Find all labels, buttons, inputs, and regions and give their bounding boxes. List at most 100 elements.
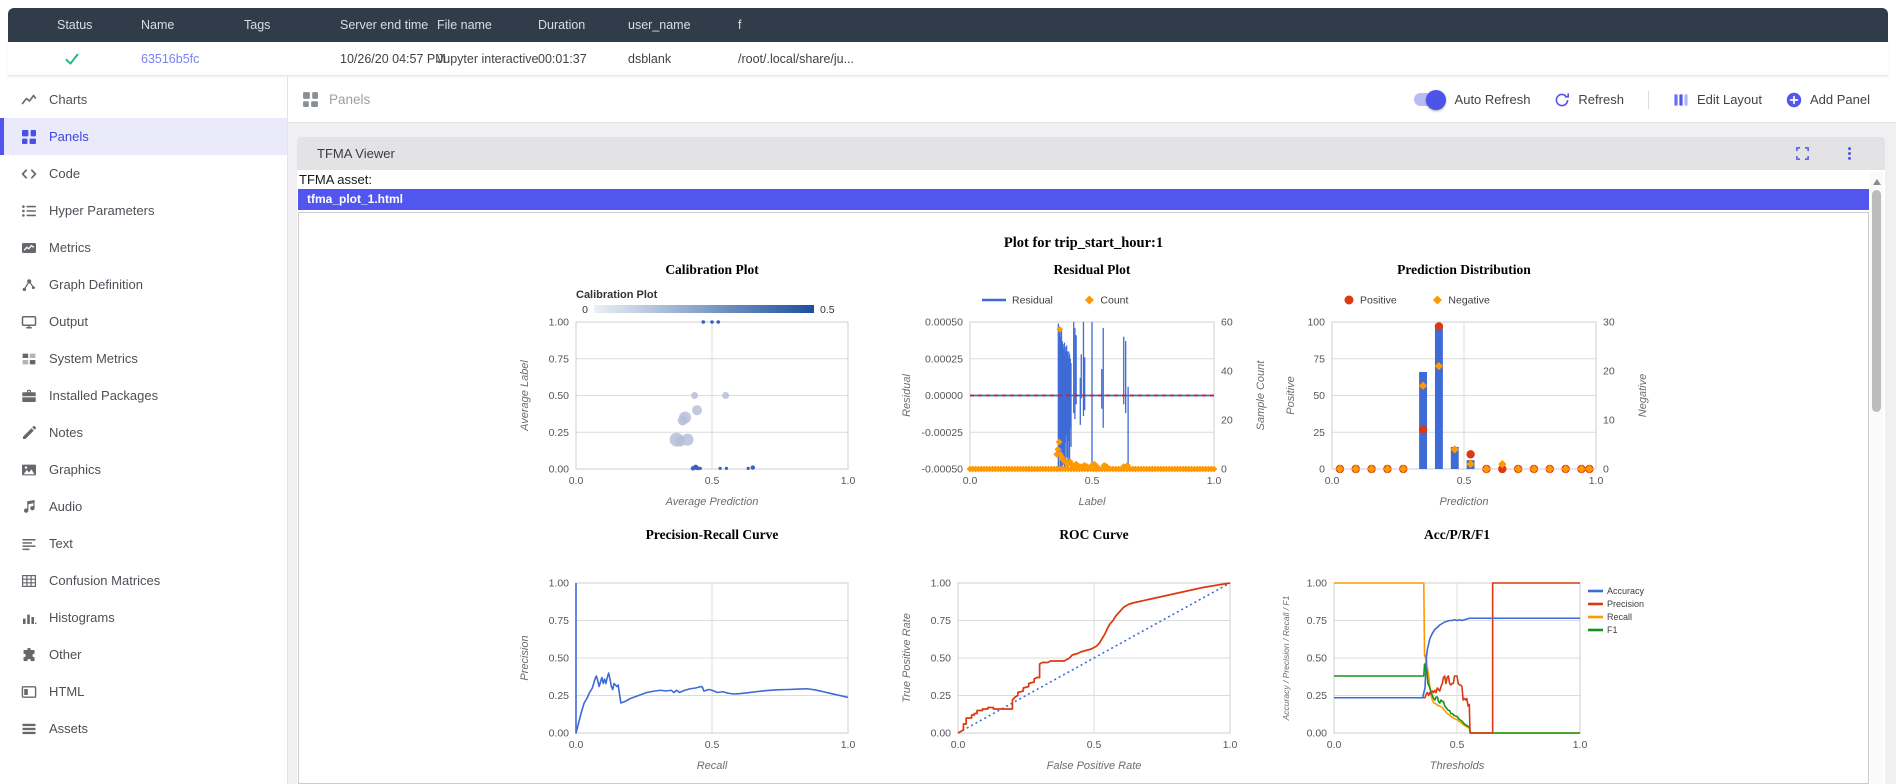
kebab-menu-icon[interactable] (1842, 146, 1857, 161)
sidebar-item-graphics[interactable]: Graphics (0, 451, 287, 488)
svg-text:Accuracy / Precision / Recall: Accuracy / Precision / Recall / F1 (1281, 595, 1291, 721)
column-header-status[interactable]: Status (57, 18, 93, 32)
svg-text:Prediction Distribution: Prediction Distribution (1397, 262, 1531, 277)
svg-text:30: 30 (1603, 317, 1615, 329)
sidebar-item-notes[interactable]: Notes (0, 414, 287, 451)
svg-text:1.0: 1.0 (840, 475, 855, 487)
notes-icon (21, 425, 37, 441)
svg-text:Label: Label (1078, 496, 1105, 508)
svg-text:Calibration Plot: Calibration Plot (576, 289, 658, 301)
svg-text:20: 20 (1603, 366, 1615, 378)
sidebar-item-histograms[interactable]: Histograms (0, 599, 287, 636)
svg-text:1.00: 1.00 (548, 317, 569, 329)
refresh-button[interactable]: Refresh (1554, 92, 1624, 108)
column-header-duration[interactable]: Duration (538, 18, 586, 32)
svg-text:0.5: 0.5 (1084, 475, 1099, 487)
toggle-track[interactable] (1413, 89, 1446, 110)
svg-text:0.5: 0.5 (1449, 739, 1464, 751)
svg-text:0.0: 0.0 (962, 475, 977, 487)
experiment-name[interactable]: 63516b5fc (141, 52, 200, 66)
column-header-name[interactable]: Name (141, 18, 175, 32)
svg-text:0.75: 0.75 (548, 615, 569, 627)
auto-refresh-toggle[interactable]: Auto Refresh (1413, 89, 1530, 110)
sidebar-item-text[interactable]: Text (0, 525, 287, 562)
sidebar-item-output[interactable]: Output (0, 303, 287, 340)
sidebar-item-label: Panels (49, 129, 89, 144)
sidebar-item-label: Graph Definition (49, 277, 143, 292)
svg-text:Recall: Recall (696, 760, 727, 772)
text-icon (21, 536, 37, 552)
column-header-file-name[interactable]: File name (437, 18, 492, 32)
svg-text:0.75: 0.75 (930, 615, 951, 627)
add-panel-button[interactable]: Add Panel (1786, 92, 1870, 108)
svg-text:Sample Count: Sample Count (1255, 360, 1267, 431)
toggle-knob[interactable] (1425, 89, 1446, 110)
sidebar-item-audio[interactable]: Audio (0, 488, 287, 525)
experiment-file-name: Jupyter interactive (437, 52, 539, 66)
sidebar-item-panels[interactable]: Panels (0, 118, 287, 155)
sidebar-item-label: Notes (49, 425, 83, 440)
svg-text:0.00: 0.00 (1306, 728, 1327, 740)
experiments-table-header: Status Name Tags Server end time File name Du… (8, 8, 1888, 42)
column-header-user-name[interactable]: user_name (628, 18, 691, 32)
refresh-icon (1554, 92, 1570, 108)
sidebar-item-installed-packages[interactable]: Installed Packages (0, 377, 287, 414)
toolbar-divider (1647, 90, 1649, 109)
audio-icon (21, 499, 37, 515)
sidebar-item-confusion-matrices[interactable]: Confusion Matrices (0, 562, 287, 599)
column-header-server-end-time[interactable]: Server end time (340, 18, 429, 32)
scrollbar-thumb[interactable] (1872, 190, 1881, 412)
svg-text:0.00050: 0.00050 (925, 317, 963, 329)
svg-text:0.25: 0.25 (930, 690, 951, 702)
svg-text:Recall: Recall (1607, 612, 1632, 622)
sidebar-item-hyper-parameters[interactable]: Hyper Parameters (0, 192, 287, 229)
svg-text:Positive: Positive (1285, 376, 1297, 415)
scrollbar-up-icon[interactable] (1872, 179, 1881, 185)
experiment-server-end-time: 10/26/20 04:57 PM (340, 52, 446, 66)
sidebar-item-label: Installed Packages (49, 388, 159, 403)
chart-acc: Acc/P/R/F1 0.0 0.5 1.0 0.00 0.25 0.50 0.75 1.00 T… (1275, 525, 1657, 782)
sidebar-item-label: Graphics (49, 462, 102, 477)
svg-text:25: 25 (1313, 427, 1325, 439)
chart-calibration: Calibration Plot 0.0 0.5 1.0 0.00 0.25 0.50 0.7… (511, 260, 893, 525)
chart-pr: Precision-Recall Curve 0.0 0.5 1.0 0.00 0.25 0… (511, 525, 893, 782)
graph-definition-icon (21, 277, 37, 293)
experiment-row[interactable]: 63516b5fc 10/26/20 04:57 PM Jupyter intera… (8, 42, 1888, 76)
sidebar-item-charts[interactable]: Charts (0, 81, 287, 118)
graphics-icon (21, 462, 37, 478)
sidebar-item-metrics[interactable]: Metrics (0, 229, 287, 266)
installed-packages-icon (21, 388, 37, 404)
column-header-tags[interactable]: Tags (244, 18, 271, 32)
sidebar-item-label: Output (49, 314, 89, 329)
panels-icon (21, 129, 37, 145)
svg-text:1.00: 1.00 (930, 578, 951, 590)
histograms-icon (21, 610, 37, 626)
toolbar-actions: Auto Refresh Refresh Edit Layout Add Pan… (1413, 89, 1870, 110)
sidebar-item-assets[interactable]: Assets (0, 710, 287, 747)
svg-text:ROC Curve: ROC Curve (1059, 527, 1128, 542)
svg-text:-0.00050: -0.00050 (921, 464, 963, 476)
fullscreen-icon[interactable] (1795, 146, 1810, 161)
output-icon (21, 314, 37, 330)
chart-residual: Residual Plot 0.0 0.5 1.0 -0.00050 -0.00025 0.… (893, 260, 1275, 525)
html-icon (21, 684, 37, 700)
sidebar-item-code[interactable]: Code (0, 155, 287, 192)
edit-layout-button[interactable]: Edit Layout (1673, 92, 1762, 108)
tfma-asset-selected[interactable]: tfma_plot_1.html (298, 189, 1869, 210)
panel-scrollbar[interactable] (1870, 172, 1883, 784)
sidebar-item-graph-definition[interactable]: Graph Definition (0, 266, 287, 303)
svg-text:Thresholds: Thresholds (1429, 760, 1484, 772)
sidebar-item-system-metrics[interactable]: System Metrics (0, 340, 287, 377)
svg-text:Count: Count (1100, 295, 1128, 307)
column-header-f[interactable]: f (738, 18, 742, 32)
svg-text:0.0: 0.0 (568, 739, 583, 751)
svg-text:1.0: 1.0 (1222, 739, 1237, 751)
sidebar-item-other[interactable]: Other (0, 636, 287, 673)
confusion-matrices-icon (21, 573, 37, 589)
svg-text:0.00: 0.00 (930, 728, 951, 740)
sidebar-item-html[interactable]: HTML (0, 673, 287, 710)
sidebar-item-label: Confusion Matrices (49, 573, 161, 588)
svg-text:Residual: Residual (901, 374, 913, 417)
svg-text:0.0: 0.0 (568, 475, 583, 487)
svg-text:0.0: 0.0 (1324, 475, 1339, 487)
